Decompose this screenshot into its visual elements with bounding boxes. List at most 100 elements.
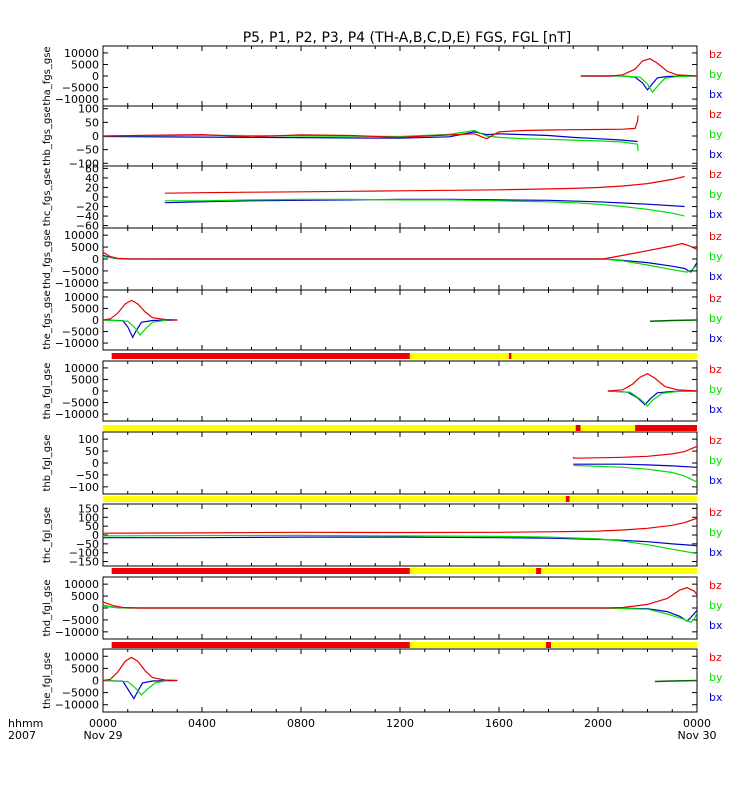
y-tick-label: −50: [76, 144, 99, 157]
series-by: [607, 390, 697, 407]
legend-bx: bx: [709, 148, 723, 161]
y-tick-label: 20: [85, 181, 99, 194]
legend-by: by: [709, 68, 723, 81]
legend-bz: bz: [709, 292, 722, 305]
series-bx: [103, 131, 638, 143]
mode-segment-red: [575, 425, 581, 431]
x-tick-label: 0400: [188, 717, 216, 730]
series-bz: [103, 115, 639, 140]
y-tick-label: 150: [78, 502, 99, 515]
y-tick-label: 100: [78, 103, 99, 116]
series-group: [103, 242, 697, 273]
y-tick-label: 5000: [71, 590, 99, 603]
legend-bz: bz: [709, 230, 722, 243]
series-by: [573, 464, 697, 483]
x-tick-label: 0000: [89, 717, 117, 730]
y-axis-label: thc_fgl_gse: [42, 507, 53, 563]
legend-bz: bz: [709, 506, 722, 519]
y-tick-label: 60: [85, 162, 99, 175]
legend-bx: bx: [709, 403, 723, 416]
legend-bz: bz: [709, 434, 722, 447]
series-by: [164, 198, 685, 217]
series-bx: [607, 390, 697, 406]
mode-segment-red: [635, 425, 697, 431]
series-bx: [103, 536, 697, 547]
y-tick-label: −100: [69, 481, 99, 494]
legend-bz: bz: [709, 579, 722, 592]
mode-segment-red: [546, 642, 551, 648]
y-tick-label: 10000: [64, 362, 99, 375]
mode-segment-yellow: [409, 568, 697, 574]
series-bz: [103, 656, 178, 682]
y-axis-label: the_fgs_gse: [42, 290, 53, 349]
x-tick-label: 1200: [386, 717, 414, 730]
chart-title: P5, P1, P2, P3, P4 (TH-A,B,C,D,E) FGS, F…: [243, 30, 572, 46]
y-axis-label: thc_fgs_gse: [42, 168, 53, 227]
y-tick-label: 5000: [71, 662, 99, 675]
y-tick-label: −100: [69, 157, 99, 170]
y-tick-label: 0: [92, 675, 99, 688]
y-axis-label: the_fgl_gse: [42, 652, 53, 709]
mode-bar-3: [111, 568, 697, 574]
legend-by: by: [709, 454, 723, 467]
mode-segment-red: [508, 353, 512, 359]
series-bz: [572, 445, 697, 459]
series-bz: [103, 299, 178, 321]
series-group: [103, 299, 697, 339]
x-tick-label: 0000: [683, 717, 711, 730]
y-tick-label: −10000: [55, 93, 99, 106]
mode-bar-4: [111, 642, 697, 648]
series-group: [103, 517, 697, 555]
y-tick-label: 10000: [64, 578, 99, 591]
series-group: [103, 656, 697, 700]
legend-bx: bx: [709, 270, 723, 283]
legend-by: by: [709, 526, 723, 539]
x-tick-sublabel: Nov 29: [84, 729, 123, 742]
series-group: [164, 175, 685, 217]
y-tick-label: 100: [78, 511, 99, 524]
panel-frame: [102, 431, 698, 495]
y-tick-label: 50: [85, 520, 99, 533]
y-tick-label: 40: [85, 172, 99, 185]
x-tick-label: 1600: [485, 717, 513, 730]
y-tick-label: −20: [76, 201, 99, 214]
y-tick-label: −5000: [62, 687, 99, 700]
y-tick-label: −50: [76, 469, 99, 482]
y-tick-label: −5000: [62, 614, 99, 627]
y-tick-label: −5000: [62, 82, 99, 95]
y-tick-label: 0: [92, 130, 99, 143]
y-tick-label: 0: [92, 385, 99, 398]
y-tick-label: 10000: [64, 650, 99, 663]
series-tail: [649, 319, 697, 322]
y-tick-label: 100: [78, 433, 99, 446]
mode-segment-yellow: [569, 496, 697, 502]
y-tick-label: 10000: [64, 229, 99, 242]
y-tick-label: 5000: [71, 241, 99, 254]
legend-by: by: [709, 128, 723, 141]
y-tick-label: −150: [69, 556, 99, 569]
y-tick-label: 0: [92, 529, 99, 542]
series-group: [103, 587, 697, 624]
series-bx: [103, 319, 178, 339]
y-tick-label: −60: [76, 220, 99, 233]
x-tick-label: 2000: [584, 717, 612, 730]
y-tick-label: 5000: [71, 373, 99, 386]
series-bz: [103, 517, 697, 534]
y-axis-label: thb_fgl_gse: [42, 435, 53, 492]
series-tail: [654, 679, 697, 683]
series-bx: [573, 463, 697, 468]
mode-bar-1: [103, 425, 697, 431]
x-axis-caption-year: 2007: [8, 729, 36, 742]
legend-bx: bx: [709, 332, 723, 345]
mode-segment-red: [565, 496, 570, 502]
mode-segment-red: [111, 642, 410, 648]
mode-bar-0: [111, 353, 697, 359]
series-by: [103, 534, 697, 555]
mode-segment-red: [111, 568, 410, 574]
mode-segment-yellow: [103, 425, 576, 431]
